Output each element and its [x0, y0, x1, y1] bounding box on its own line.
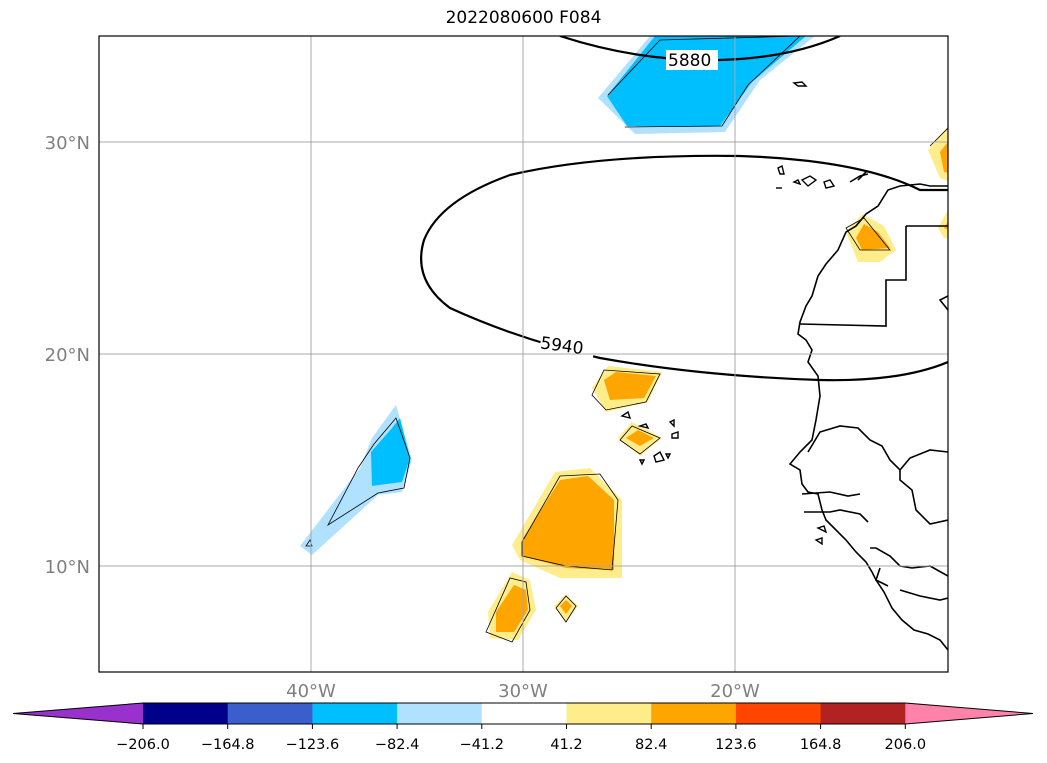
colorbar-cell	[397, 703, 483, 724]
positive-anomaly-cape-verde-east-core	[626, 430, 654, 446]
lon-label-30w: 30°W	[498, 681, 548, 702]
colorbar-cell	[651, 703, 737, 724]
positive-anomaly-cape-verde-north-core	[604, 372, 656, 400]
colorbar: −206.0 −164.8 −123.6 −82.4 −41.2 41.2 82.4 123.…	[12, 702, 1034, 753]
colorbar-tick-label: −41.2	[460, 737, 504, 753]
map-gridlines	[99, 36, 948, 672]
lat-label-20n: 20°N	[45, 345, 90, 366]
contour-5940-line	[420, 154, 948, 382]
positive-anomaly-east-edge	[938, 210, 948, 239]
colorbar-cell	[820, 703, 906, 724]
colorbar-cell	[566, 703, 652, 724]
height-contours	[420, 36, 948, 382]
lat-label-30n: 30°N	[45, 133, 90, 154]
colorbar-tick-label: −206.0	[116, 737, 170, 753]
colorbar-tick-label: 82.4	[635, 737, 667, 753]
colorbar-tick-label: 164.8	[800, 737, 842, 753]
map-title: 2022080600 F084	[445, 8, 602, 28]
positive-anomaly-tiny-dot-core	[560, 600, 572, 614]
colorbar-tick-label: 123.6	[715, 737, 757, 753]
colorbar-extend-high	[905, 703, 1033, 724]
lat-label-10n: 10°N	[45, 557, 90, 578]
anomaly-contour-lines	[305, 36, 948, 643]
colorbar-tick-label: −164.8	[201, 737, 255, 753]
contour-5880-label: 5880	[668, 51, 711, 71]
colorbar-cell	[735, 703, 822, 724]
colorbar-cell	[481, 703, 567, 724]
colorbar-tick-label: −82.4	[375, 737, 419, 753]
colorbar-tick-label: 41.2	[550, 737, 582, 753]
positive-anomaly-small-southwest-core	[496, 585, 528, 632]
colorbar-tick-label: −123.6	[286, 737, 340, 753]
colorbar-cell	[312, 703, 398, 724]
negative-anomaly-west-core	[371, 418, 410, 486]
positive-anomaly-south-core	[522, 476, 614, 570]
coastlines	[788, 171, 948, 651]
contour-5940-label: 5940	[539, 333, 585, 359]
negative-anomaly-north-core	[607, 36, 806, 126]
positive-anomaly-western-sahara-core	[856, 224, 890, 250]
positive-anomaly-morocco	[928, 126, 948, 182]
colorbar-cell	[143, 703, 229, 724]
colorbar-extend-low	[13, 703, 143, 724]
anomaly-shading	[300, 36, 948, 640]
map-frame	[98, 35, 949, 673]
islands	[620, 81, 836, 546]
colorbar-tick-label: 206.0	[885, 737, 927, 753]
colorbar-cell	[227, 703, 313, 724]
positive-anomaly-morocco-core	[940, 142, 948, 173]
contour-5880-line	[559, 36, 841, 62]
lon-label-40w: 40°W	[286, 681, 336, 702]
lon-label-20w: 20°W	[710, 681, 760, 702]
